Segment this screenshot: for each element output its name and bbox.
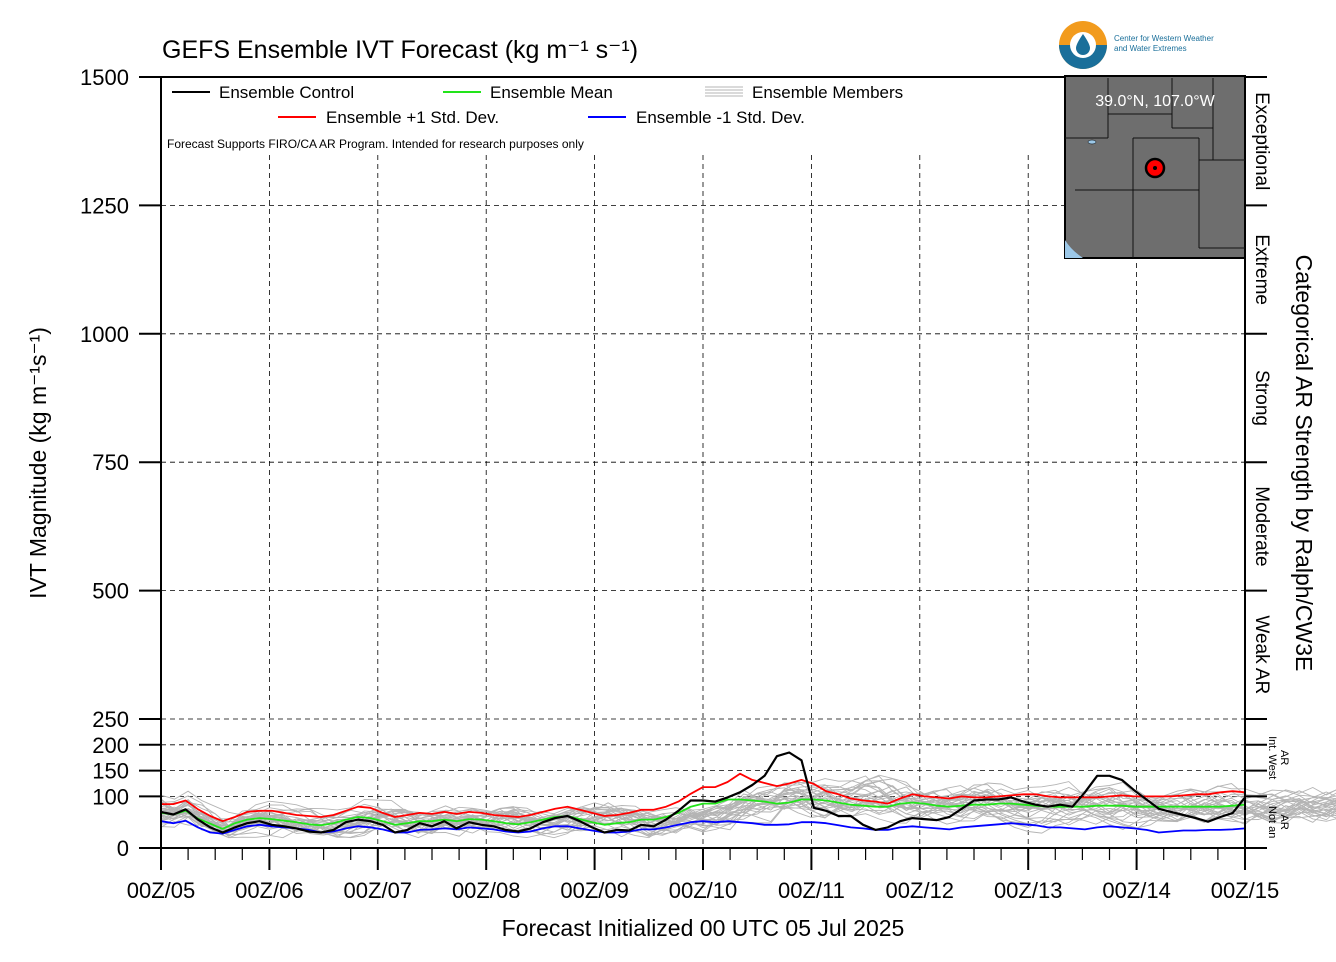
minus-std-line <box>160 819 1246 835</box>
category-label: AR <box>1278 815 1290 830</box>
location-inset-map: 39.0°N, 107.0°W <box>1064 75 1246 259</box>
logo-line-2: and Water Extremes <box>1114 44 1187 53</box>
logo-line-1: Center for Western Weather <box>1114 34 1214 43</box>
category-label: Extreme <box>1251 234 1272 305</box>
series-lines <box>160 751 1246 835</box>
x-tick-label: 00Z/09 <box>560 878 629 903</box>
y-tick-label: 100 <box>92 784 129 809</box>
category-label: Not an <box>1266 806 1278 838</box>
y-tick-label: 250 <box>92 707 129 732</box>
legend-swatch-members <box>705 86 743 97</box>
state-borders <box>1065 78 1245 258</box>
category-label: Int. West <box>1266 736 1278 779</box>
x-tick-label: 00Z/07 <box>344 878 413 903</box>
y-tick-label: 750 <box>92 450 129 475</box>
category-label: Weak AR <box>1251 615 1272 694</box>
y-tick-label: 1250 <box>80 193 129 218</box>
y-tick-label: 500 <box>92 579 129 604</box>
grid-lines <box>161 76 1245 848</box>
ensemble-member-line <box>160 792 1336 834</box>
legend-label-mean: Ensemble Mean <box>490 83 613 102</box>
ensemble-mean-line <box>160 798 1246 830</box>
legend-label-members: Ensemble Members <box>752 83 903 102</box>
y-tick-label: 200 <box>92 733 129 758</box>
x-tick-label: 00Z/08 <box>452 878 521 903</box>
ensemble-member-line <box>160 789 1336 834</box>
ensemble-member-line <box>160 787 1336 831</box>
right-axis-label: Categorical AR Strength by Ralph/CW3E <box>1291 255 1317 672</box>
x-tick-label: 00Z/15 <box>1211 878 1280 903</box>
x-tick-label: 00Z/14 <box>1102 878 1171 903</box>
plus-std-line <box>161 772 1246 823</box>
category-label: Exceptional <box>1251 92 1272 190</box>
ensemble-member-line <box>160 786 1336 833</box>
x-tick-label: 00Z/05 <box>127 878 196 903</box>
legend: Ensemble Control Ensemble Mean Ensemble … <box>167 83 903 151</box>
cw3e-logo: Center for Western Weather and Water Ext… <box>1059 21 1214 69</box>
x-tick-label: 00Z/10 <box>669 878 738 903</box>
y-tick-label: 0 <box>117 836 129 861</box>
x-tick-label: 00Z/06 <box>235 878 304 903</box>
water-drop-icon <box>1076 34 1090 55</box>
category-labels: Exceptional Extreme Strong Moderate Weak AR I… <box>1251 92 1290 838</box>
x-tick-label: 00Z/13 <box>994 878 1063 903</box>
x-tick-label: 00Z/12 <box>886 878 955 903</box>
y-tick-label: 1000 <box>80 322 129 347</box>
inset-coordinates: 39.0°N, 107.0°W <box>1095 93 1215 110</box>
legend-label-plus-std: Ensemble +1 Std. Dev. <box>326 108 499 127</box>
ensemble-member-line <box>160 787 1336 835</box>
y-tick-label: 1500 <box>80 65 129 90</box>
ensemble-member-line <box>160 778 1336 838</box>
x-tick-label: 00Z/11 <box>778 878 845 903</box>
y-axis-label: IVT Magnitude (kg m⁻¹s⁻¹) <box>25 327 51 599</box>
chart-title: GEFS Ensemble IVT Forecast (kg m⁻¹ s⁻¹) <box>162 36 638 64</box>
x-axis-label: Forecast Initialized 00 UTC 05 Jul 2025 <box>502 915 905 941</box>
disclaimer-text: Forecast Supports FIRO/CA AR Program. In… <box>167 137 584 151</box>
category-label: Moderate <box>1251 486 1272 566</box>
legend-label-minus-std: Ensemble -1 Std. Dev. <box>636 108 805 127</box>
category-label: AR <box>1278 750 1290 765</box>
ensemble-control-line <box>160 751 1246 834</box>
category-label: Strong <box>1251 370 1272 426</box>
legend-label-control: Ensemble Control <box>219 83 354 102</box>
y-tick-label: 150 <box>92 759 129 784</box>
